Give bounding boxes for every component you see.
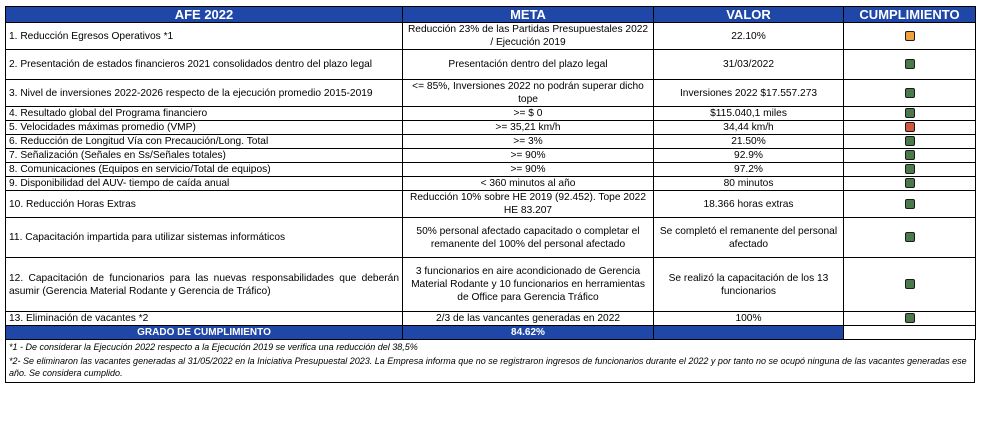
meta-cell: >= $ 0	[403, 107, 654, 121]
cumplimiento-cell	[844, 121, 976, 135]
valor-cell: 100%	[654, 312, 844, 326]
header-afe: AFE 2022	[6, 7, 403, 23]
table-row: 11. Capacitación impartida para utilizar…	[6, 218, 976, 258]
table-row: 6. Reducción de Longitud Vía con Precauc…	[6, 135, 976, 149]
grade-empty-2	[844, 326, 976, 340]
meta-cell: >= 90%	[403, 149, 654, 163]
cumplimiento-cell	[844, 149, 976, 163]
afe-table-container: AFE 2022 META VALOR CUMPLIMIENTO 1. Redu…	[5, 6, 975, 383]
meta-cell: >= 3%	[403, 135, 654, 149]
status-light-icon	[905, 178, 915, 188]
valor-cell: 21.50%	[654, 135, 844, 149]
status-light-icon	[905, 108, 915, 118]
meta-cell: 2/3 de las vancantes generadas en 2022	[403, 312, 654, 326]
table-row: 8. Comunicaciones (Equipos en servicio/T…	[6, 163, 976, 177]
meta-cell: Presentación dentro del plazo legal	[403, 50, 654, 80]
status-light-icon	[905, 279, 915, 289]
indicador-cell: 10. Reducción Horas Extras	[6, 191, 403, 218]
cumplimiento-cell	[844, 50, 976, 80]
cumplimiento-cell	[844, 177, 976, 191]
meta-cell: Reducción 23% de las Partidas Presupuest…	[403, 23, 654, 50]
cumplimiento-cell	[844, 258, 976, 312]
indicador-cell: 2. Presentación de estados financieros 2…	[6, 50, 403, 80]
status-light-icon	[905, 199, 915, 209]
status-light-icon	[905, 150, 915, 160]
indicador-cell: 8. Comunicaciones (Equipos en servicio/T…	[6, 163, 403, 177]
cumplimiento-cell	[844, 218, 976, 258]
table-row: 4. Resultado global del Programa financi…	[6, 107, 976, 121]
note-2: *2- Se eliminaron las vacantes generadas…	[6, 354, 974, 382]
indicador-cell: 9. Disponibilidad del AUV- tiempo de caí…	[6, 177, 403, 191]
grade-empty-1	[654, 326, 844, 340]
indicador-cell: 5. Velocidades máximas promedio (VMP)	[6, 121, 403, 135]
meta-cell: >= 35,21 km/h	[403, 121, 654, 135]
valor-cell: Inversiones 2022 $17.557.273	[654, 80, 844, 107]
status-light-icon	[905, 313, 915, 323]
header-cumplimiento: CUMPLIMIENTO	[844, 7, 976, 23]
table-row: 7. Señalización (Señales en Ss/Señales t…	[6, 149, 976, 163]
indicador-cell: 1. Reducción Egresos Operativos *1	[6, 23, 403, 50]
cumplimiento-cell	[844, 191, 976, 218]
table-body: 1. Reducción Egresos Operativos *1 Reducc…	[6, 23, 976, 326]
valor-cell: 92.9%	[654, 149, 844, 163]
table-row: 3. Nivel de inversiones 2022-2026 respec…	[6, 80, 976, 107]
note-1: *1 - De considerar la Ejecución 2022 res…	[6, 340, 974, 354]
cumplimiento-cell	[844, 23, 976, 50]
valor-cell: $115.040,1 miles	[654, 107, 844, 121]
table-row: 1. Reducción Egresos Operativos *1 Reducc…	[6, 23, 976, 50]
header-row: AFE 2022 META VALOR CUMPLIMIENTO	[6, 7, 976, 23]
valor-cell: Se realizó la capacitación de los 13 fun…	[654, 258, 844, 312]
status-light-icon	[905, 136, 915, 146]
table-row: 13. Eliminación de vacantes *2 2/3 de las…	[6, 312, 976, 326]
indicador-cell: 7. Señalización (Señales en Ss/Señales t…	[6, 149, 403, 163]
status-light-icon	[905, 31, 915, 41]
indicador-cell: 12. Capacitación de funcionarios para la…	[6, 258, 403, 312]
grade-value: 84.62%	[403, 326, 654, 340]
cumplimiento-cell	[844, 107, 976, 121]
cumplimiento-cell	[844, 312, 976, 326]
valor-cell: 22.10%	[654, 23, 844, 50]
indicador-cell: 4. Resultado global del Programa financi…	[6, 107, 403, 121]
status-light-icon	[905, 59, 915, 69]
notes-box: *1 - De considerar la Ejecución 2022 res…	[5, 340, 975, 383]
indicador-cell: 13. Eliminación de vacantes *2	[6, 312, 403, 326]
meta-cell: < 360 minutos al año	[403, 177, 654, 191]
grade-label: GRADO DE CUMPLIMIENTO	[6, 326, 403, 340]
table-row: 12. Capacitación de funcionarios para la…	[6, 258, 976, 312]
valor-cell: 34,44 km/h	[654, 121, 844, 135]
status-light-icon	[905, 232, 915, 242]
valor-cell: 97.2%	[654, 163, 844, 177]
cumplimiento-cell	[844, 163, 976, 177]
header-valor: VALOR	[654, 7, 844, 23]
indicador-cell: 11. Capacitación impartida para utilizar…	[6, 218, 403, 258]
valor-cell: 80 minutos	[654, 177, 844, 191]
table-row: 9. Disponibilidad del AUV- tiempo de caí…	[6, 177, 976, 191]
table-row: 5. Velocidades máximas promedio (VMP) >= …	[6, 121, 976, 135]
status-light-icon	[905, 88, 915, 98]
status-light-icon	[905, 122, 915, 132]
meta-cell: Reducción 10% sobre HE 2019 (92.452). To…	[403, 191, 654, 218]
indicador-cell: 3. Nivel de inversiones 2022-2026 respec…	[6, 80, 403, 107]
valor-cell: Se completó el remanente del personal af…	[654, 218, 844, 258]
cumplimiento-cell	[844, 135, 976, 149]
meta-cell: <= 85%, Inversiones 2022 no podrán super…	[403, 80, 654, 107]
table-row: 2. Presentación de estados financieros 2…	[6, 50, 976, 80]
grade-row: GRADO DE CUMPLIMIENTO 84.62%	[6, 326, 976, 340]
afe-table: AFE 2022 META VALOR CUMPLIMIENTO 1. Redu…	[5, 6, 976, 340]
status-light-icon	[905, 164, 915, 174]
meta-cell: >= 90%	[403, 163, 654, 177]
header-meta: META	[403, 7, 654, 23]
table-row: 10. Reducción Horas Extras Reducción 10% …	[6, 191, 976, 218]
valor-cell: 18.366 horas extras	[654, 191, 844, 218]
meta-cell: 50% personal afectado capacitado o compl…	[403, 218, 654, 258]
indicador-cell: 6. Reducción de Longitud Vía con Precauc…	[6, 135, 403, 149]
meta-cell: 3 funcionarios en aire acondicionado de …	[403, 258, 654, 312]
cumplimiento-cell	[844, 80, 976, 107]
valor-cell: 31/03/2022	[654, 50, 844, 80]
